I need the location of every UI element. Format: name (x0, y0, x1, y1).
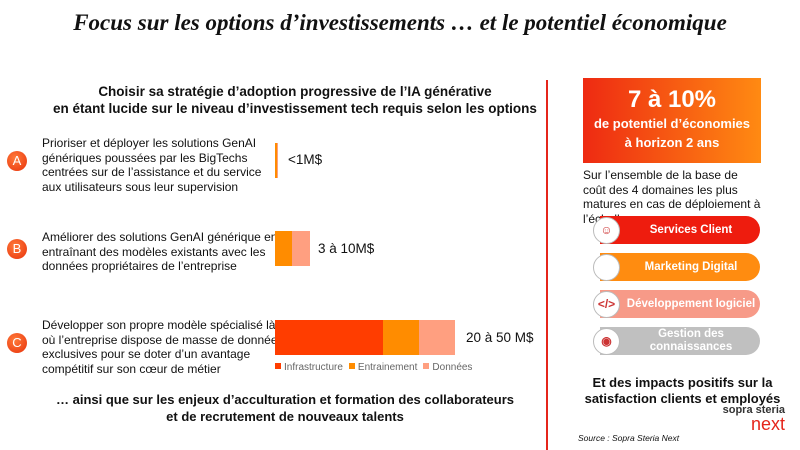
bar-segment-entrainement (275, 231, 292, 266)
legend-donnees: Données (423, 362, 472, 373)
option-badge-b: B (7, 239, 27, 259)
eye-icon: ◉ (593, 328, 620, 355)
code-icon: </> (593, 291, 620, 318)
bar-segment-entrainement (383, 320, 419, 355)
chart-legend: Infrastructure Entrainement Données (275, 362, 472, 373)
option-c-text: Développer son propre modèle spécialisé … (42, 318, 284, 376)
bar-segment-donnees (276, 143, 278, 178)
sopra-steria-next-logo: sopra steria next (722, 404, 785, 434)
divider (546, 80, 548, 450)
option-badge-c: C (7, 333, 27, 353)
option-b-text: Améliorer des solutions GenAI générique … (42, 230, 278, 273)
footer-note: … ainsi que sur les enjeux d’acculturati… (20, 391, 550, 425)
bar-segment-donnees (291, 231, 310, 266)
footer-line: … ainsi que sur les enjeux d’acculturati… (55, 392, 514, 407)
impacts-text: Et des impacts positifs sur la satisfact… (584, 375, 781, 406)
domain-services-client: ☺ Services Client (593, 216, 760, 244)
bar-segment-entrainement (275, 143, 277, 178)
option-badge-a: A (7, 151, 27, 171)
option-b-bar (275, 231, 310, 266)
subtitle-line: Choisir sa stratégie d’adoption progress… (98, 84, 492, 99)
legend-infrastructure: Infrastructure (275, 362, 343, 373)
page-title: Focus sur les options d’investissements … (73, 10, 727, 35)
section-subtitle: Choisir sa stratégie d’adoption progress… (30, 83, 560, 117)
customer-service-icon: ☺ (593, 217, 620, 244)
kpi-line: à horizon 2 ans (624, 135, 720, 150)
option-c-cost: 20 à 50 M$ (466, 330, 534, 345)
bar-segment-donnees (419, 320, 455, 355)
source-note: Source : Sopra Steria Next (578, 433, 680, 443)
footer-line: et de recrutement de nouveaux talents (166, 409, 404, 424)
domain-gestion-connaissances: ◉ Gestion des connaissances (593, 327, 760, 355)
kpi-value: 7 à 10% (627, 86, 717, 113)
kpi-box: 7 à 10% de potentiel d’économies à horiz… (583, 78, 761, 163)
domain-developpement-logiciel: </> Développement logiciel (593, 290, 760, 318)
legend-entrainement: Entrainement (348, 362, 417, 373)
domain-marketing-digital: Marketing Digital (593, 253, 760, 281)
option-a-text: Prioriser et déployer les solutions GenA… (42, 136, 262, 194)
marketing-icon (593, 254, 620, 281)
option-c-bar (275, 320, 455, 355)
option-a-cost: <1M$ (288, 152, 323, 167)
kpi-line: de potentiel d’économies (593, 116, 751, 131)
subtitle-line: en étant lucide sur le niveau d’investis… (53, 101, 537, 116)
option-a-bar (275, 143, 278, 178)
bar-segment-infrastructure (275, 320, 383, 355)
option-b-cost: 3 à 10M$ (318, 241, 375, 256)
